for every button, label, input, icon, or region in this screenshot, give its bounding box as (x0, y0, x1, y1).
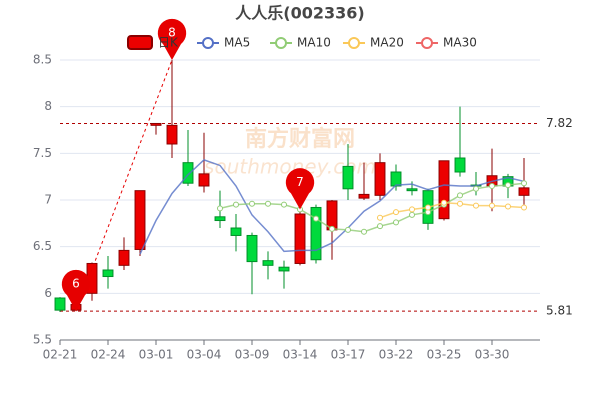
candle-body (278, 266, 290, 272)
legend-icon (127, 35, 153, 50)
ma-point (233, 201, 239, 208)
ma-point (265, 200, 271, 207)
ma-point (409, 206, 415, 213)
candle-body (150, 122, 162, 126)
marker-pin (61, 269, 91, 312)
legend-icon (275, 37, 287, 49)
candle-body (406, 188, 418, 192)
legend-label: 日K (158, 36, 179, 50)
marker-pin (157, 18, 187, 61)
watermark: 南方财富网 (245, 126, 355, 152)
ma-point (489, 183, 495, 189)
x-tick-label: 03-09 (235, 348, 270, 362)
x-tick-label: 03-14 (283, 348, 318, 362)
legend-label: MA5 (224, 36, 250, 50)
marker-label: 8 (168, 26, 176, 40)
y-tick-label: 6.5 (33, 239, 52, 253)
ma-point (249, 200, 255, 207)
x-tick-label: 03-01 (139, 348, 174, 362)
ma-point (393, 209, 399, 216)
ma-point (409, 211, 415, 218)
candle-body (118, 249, 130, 266)
ma-point (457, 200, 463, 207)
candle-body (230, 227, 242, 236)
ma-point (521, 180, 527, 187)
candle-body (198, 173, 210, 187)
legend-label: MA30 (443, 36, 477, 50)
ma-point (521, 204, 527, 211)
x-tick-label: 02-24 (91, 348, 126, 362)
ma-point (505, 203, 511, 210)
x-tick-label: 03-04 (187, 348, 222, 362)
candle-body (358, 193, 370, 199)
candle-body (214, 216, 226, 222)
chart-title: 人人乐(002336) (235, 4, 364, 23)
candle-body (326, 200, 338, 231)
trend-line (75, 59, 173, 312)
ma-point (441, 199, 447, 206)
candle-body (390, 171, 402, 187)
legend-icon (202, 37, 214, 49)
ma-point (473, 185, 479, 192)
ma-point (457, 192, 463, 199)
x-tick-label: 03-22 (379, 348, 414, 362)
candle-body (294, 213, 306, 264)
y-tick-label: 7 (44, 193, 52, 207)
ma-point (345, 226, 351, 233)
candle-body (134, 190, 146, 250)
legend-label: MA20 (370, 36, 404, 50)
candle-body (182, 162, 194, 184)
candle-body (438, 160, 450, 220)
candle-body (262, 260, 274, 266)
legend-icon (421, 37, 433, 49)
candle-body (374, 162, 386, 196)
candle-body (310, 206, 322, 261)
ma-point (377, 214, 383, 221)
marker-label: 7 (296, 175, 304, 189)
reference-label: 5.81 (546, 304, 573, 318)
ma-point (425, 204, 431, 211)
ma-point (393, 219, 399, 226)
legend-label: MA10 (297, 36, 331, 50)
y-tick-label: 5.5 (33, 333, 52, 347)
candle-body (102, 269, 114, 278)
ma-point (313, 215, 319, 222)
candle-body (54, 297, 66, 311)
x-tick-label: 03-25 (427, 348, 462, 362)
candle-body (342, 165, 354, 190)
ma-point (505, 182, 511, 189)
ma-point (377, 223, 383, 230)
candle-body (454, 157, 466, 173)
reference-label: 7.82 (546, 116, 573, 130)
legend-icon (348, 37, 360, 49)
y-tick-label: 6 (44, 286, 52, 300)
marker-pin (285, 168, 315, 210)
candle-body (518, 187, 530, 196)
ma-line (379, 202, 525, 219)
ma-point (329, 225, 335, 232)
x-tick-label: 02-21 (43, 348, 78, 362)
y-tick-label: 8 (44, 99, 52, 113)
x-tick-label: 03-17 (331, 348, 366, 362)
y-tick-label: 8.5 (33, 53, 52, 67)
ma-point (281, 201, 287, 208)
ma-line (139, 159, 525, 255)
candle-body (166, 124, 178, 145)
ma-point (489, 202, 495, 209)
ma-point (473, 202, 479, 209)
ma-point (361, 228, 367, 235)
candle-body (246, 234, 258, 263)
ma-point (217, 205, 223, 212)
y-tick-label: 7.5 (33, 146, 52, 160)
x-tick-label: 03-30 (475, 348, 510, 362)
marker-label: 6 (72, 277, 80, 291)
